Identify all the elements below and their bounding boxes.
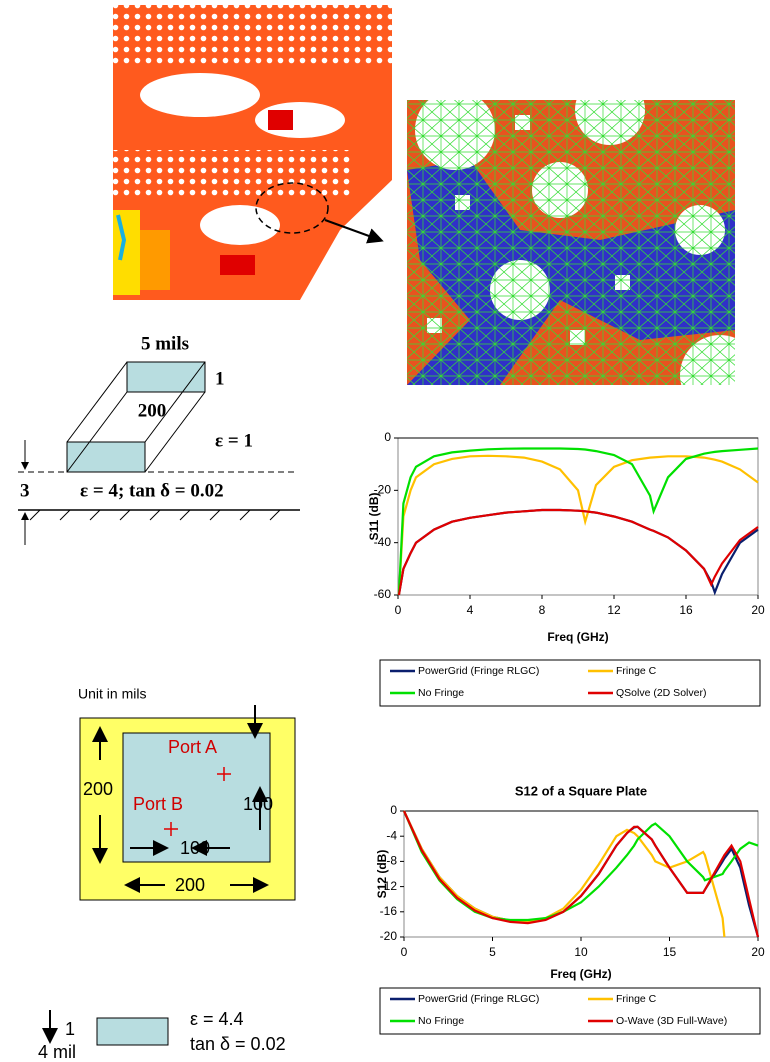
x-tick-label: 12	[607, 603, 621, 617]
x-tick-label: 0	[395, 603, 402, 617]
label: 100	[243, 794, 273, 814]
series-line	[399, 456, 758, 595]
label: 1	[215, 368, 225, 389]
legend-label: Fringe C	[616, 993, 657, 1005]
x-tick-label: 5	[489, 945, 496, 959]
x-axis-label: Freq (GHz)	[550, 967, 611, 981]
x-tick-label: 20	[751, 945, 765, 959]
y-axis-label: S11 (dB)	[367, 492, 381, 540]
label: 4 mil	[38, 1042, 76, 1062]
legend-label: PowerGrid (Fringe RLGC)	[418, 665, 539, 677]
label: ε = 4; tan δ = 0.02	[80, 480, 224, 501]
chart-title: S12 of a Square Plate	[515, 783, 647, 798]
label: 3	[20, 480, 30, 501]
label: Port B	[133, 794, 183, 814]
legend-label: No Fringe	[418, 687, 464, 699]
series-line	[399, 510, 758, 595]
current-map	[113, 5, 392, 300]
y-tick-label: -20	[380, 929, 398, 943]
legend-label: O-Wave (3D Full-Wave)	[616, 1015, 727, 1027]
mesh-image	[407, 75, 760, 415]
x-tick-label: 16	[679, 603, 693, 617]
y-tick-label: 0	[390, 803, 397, 817]
label: tan δ = 0.02	[190, 1034, 286, 1054]
legend-label: QSolve (2D Solver)	[616, 687, 706, 699]
label: 1	[65, 1019, 75, 1039]
label: 5 mils	[141, 333, 189, 354]
figure: 5 mils 1 200 ε = 1 3 ε = 4; tan δ = 0.02…	[0, 0, 770, 1062]
series-line	[404, 811, 758, 937]
series-line	[404, 811, 758, 937]
x-tick-label: 10	[574, 945, 588, 959]
label: Port A	[168, 737, 217, 757]
x-tick-label: 4	[467, 603, 474, 617]
x-axis-label: Freq (GHz)	[547, 630, 608, 644]
label: ε = 4.4	[190, 1009, 244, 1029]
series-line	[404, 811, 758, 920]
x-tick-label: 0	[401, 945, 408, 959]
stack-diagram	[18, 362, 300, 545]
label: ε = 1	[215, 430, 253, 451]
y-axis-label: S12 (dB)	[375, 850, 389, 899]
label: 200	[83, 779, 113, 799]
series-line	[404, 811, 724, 937]
legend-label: No Fringe	[418, 1015, 464, 1027]
label: 100	[180, 838, 210, 858]
label: 200	[138, 400, 167, 421]
plot-frame	[404, 811, 758, 937]
label: Unit in mils	[78, 686, 146, 702]
y-tick-label: -60	[374, 587, 392, 601]
label: 200	[175, 875, 205, 895]
y-tick-label: 0	[384, 430, 391, 444]
plot-frame	[398, 438, 758, 595]
x-tick-label: 8	[539, 603, 546, 617]
page: {"chart_data":[ {"type":"line","ylabel":…	[0, 0, 770, 1062]
x-tick-label: 20	[751, 603, 765, 617]
x-tick-label: 15	[663, 945, 677, 959]
y-tick-label: -16	[380, 904, 398, 918]
legend-label: Fringe C	[616, 665, 657, 677]
series-line	[399, 510, 758, 595]
legend-label: PowerGrid (Fringe RLGC)	[418, 993, 539, 1005]
y-tick-label: -4	[386, 828, 397, 842]
